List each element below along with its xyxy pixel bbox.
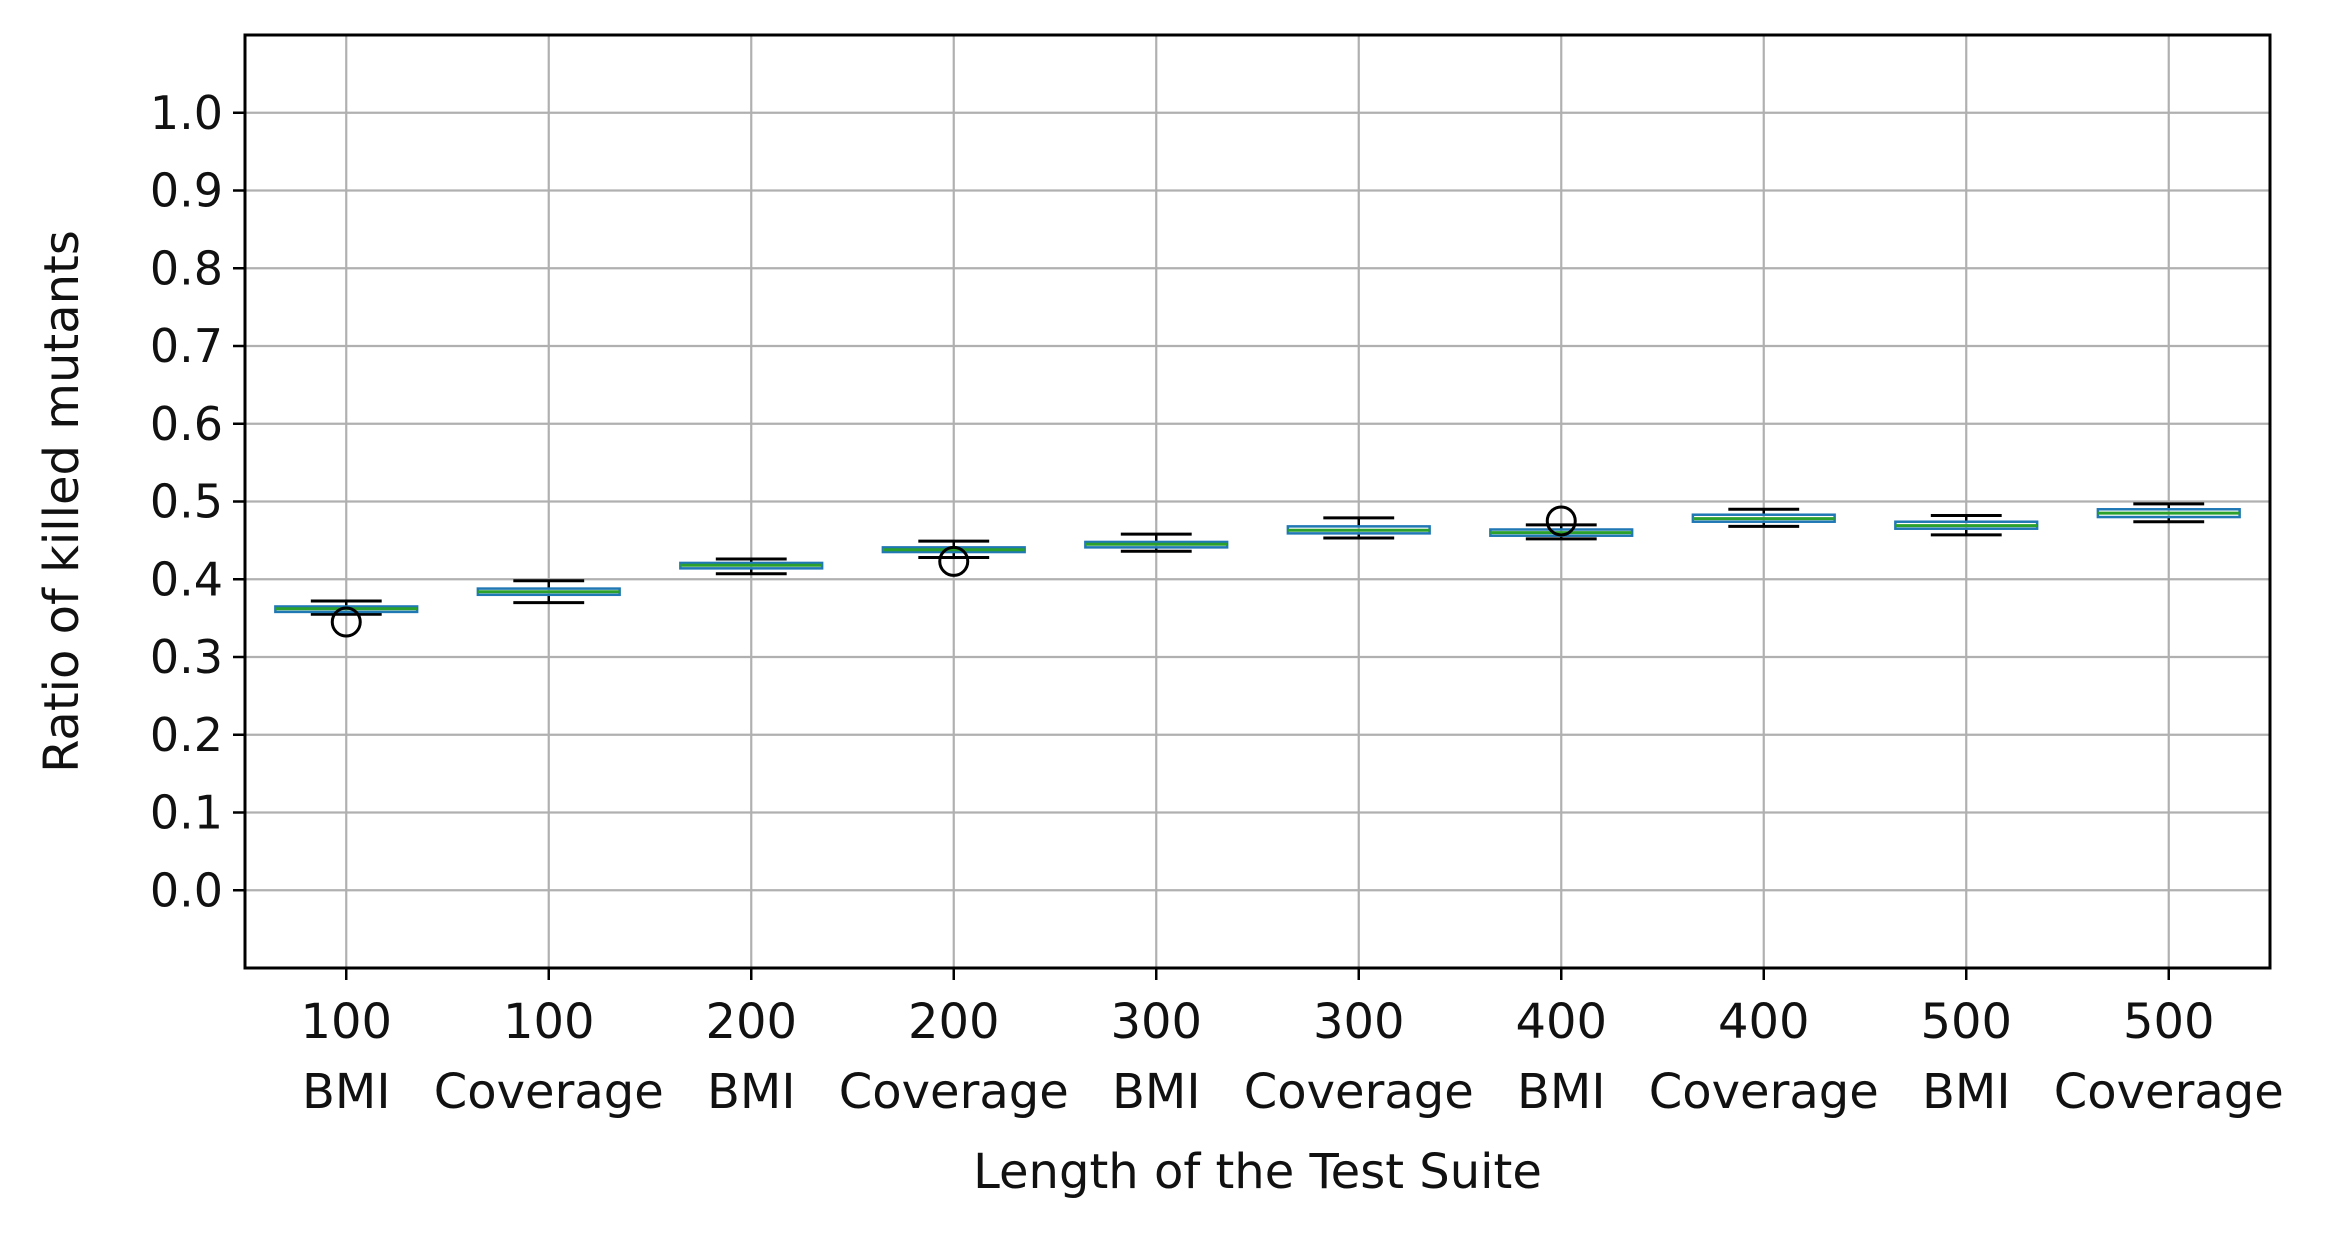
x-tick-label: 500 <box>1920 994 2012 1050</box>
x-axis: 100 BMI 100 Coverage 200 BMI 200 Coverage 300 BMI… <box>300 968 2284 1120</box>
box-300-bmi <box>1084 532 1229 553</box>
box-200-coverage <box>881 539 1026 577</box>
grid-lines <box>245 35 2270 968</box>
x-tick-label: 100 <box>503 994 595 1050</box>
y-tick-label: 0.2 <box>150 708 223 762</box>
y-tick-label: 1.0 <box>150 86 223 140</box>
x-axis-label: Length of the Test Suite <box>973 1144 1542 1200</box>
y-tick-label: 0.4 <box>150 552 223 606</box>
x-tick-sublabel: Coverage <box>839 1064 1069 1120</box>
y-tick-label: 0.0 <box>150 863 223 917</box>
x-tick-label: 200 <box>705 994 797 1050</box>
outlier-point <box>1545 505 1577 537</box>
x-tick-sublabel: BMI <box>302 1064 391 1120</box>
box-100-bmi <box>274 599 419 638</box>
x-tick-label: 400 <box>1718 994 1810 1050</box>
x-tick-sublabel: Coverage <box>2054 1064 2284 1120</box>
outlier-point <box>330 606 362 638</box>
x-tick-label: 400 <box>1515 994 1607 1050</box>
x-tick-sublabel: BMI <box>707 1064 796 1120</box>
y-tick-label: 0.8 <box>150 241 223 295</box>
x-tick-label: 200 <box>908 994 1000 1050</box>
x-tick-sublabel: Coverage <box>1649 1064 1879 1120</box>
box-500-coverage <box>2096 502 2241 524</box>
box-200-bmi <box>679 557 824 576</box>
x-tick-label: 300 <box>1110 994 1202 1050</box>
x-tick-sublabel: Coverage <box>1244 1064 1474 1120</box>
y-axis: 0.0 0.1 0.2 0.3 0.4 0.5 0.6 0.7 0.8 0.9 1.0 <box>150 86 245 917</box>
y-tick-label: 0.6 <box>150 397 223 451</box>
y-tick-label: 0.9 <box>150 164 223 218</box>
y-tick-label: 0.7 <box>150 319 223 373</box>
box-400-bmi <box>1489 505 1634 541</box>
y-axis-label: Ratio of killed mutants <box>34 230 90 773</box>
x-tick-label: 500 <box>2123 994 2215 1050</box>
outlier-point <box>938 545 970 577</box>
box-plot-series <box>274 502 2241 638</box>
x-tick-sublabel: BMI <box>1112 1064 1201 1120</box>
box-300-coverage <box>1286 516 1431 540</box>
y-tick-label: 0.3 <box>150 630 223 684</box>
x-tick-sublabel: Coverage <box>434 1064 664 1120</box>
box-400-coverage <box>1691 507 1836 528</box>
y-tick-label: 0.1 <box>150 786 223 840</box>
box-500-bmi <box>1894 513 2039 537</box>
y-tick-label: 0.5 <box>150 475 223 529</box>
box-100-coverage <box>476 579 621 605</box>
x-tick-sublabel: BMI <box>1517 1064 1606 1120</box>
x-tick-label: 100 <box>300 994 392 1050</box>
x-tick-sublabel: BMI <box>1922 1064 2011 1120</box>
x-tick-label: 300 <box>1313 994 1405 1050</box>
